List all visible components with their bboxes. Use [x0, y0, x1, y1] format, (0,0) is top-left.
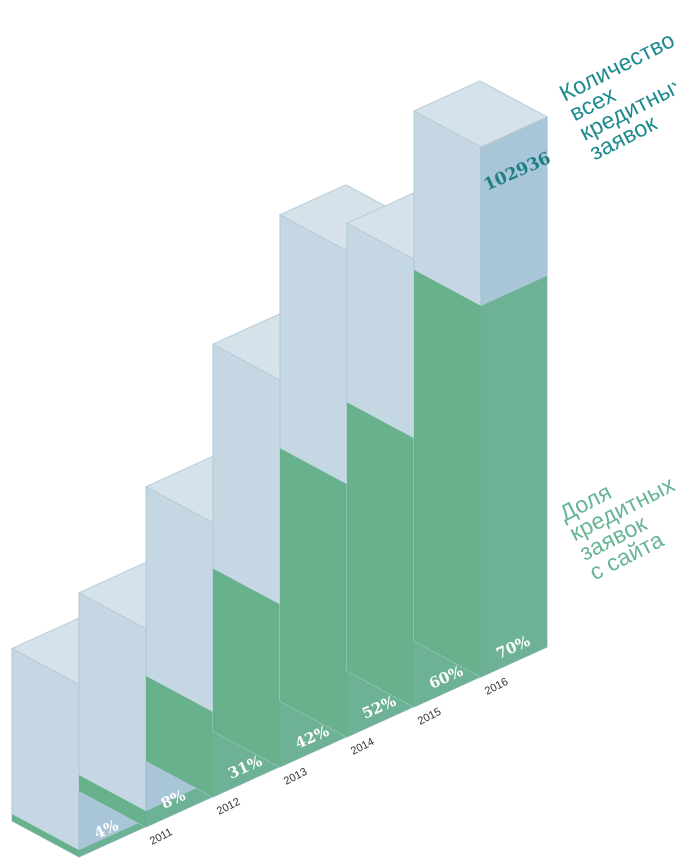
share-front-2016 — [414, 269, 481, 677]
share-side-2011 — [146, 781, 212, 827]
share-front-2010 — [12, 814, 79, 857]
year-label-2013: 2013 — [282, 766, 309, 788]
share-side-2016 — [481, 275, 547, 677]
share-front-2012 — [146, 676, 213, 797]
year-label-2015: 2015 — [416, 706, 443, 728]
year-label-2011: 2011 — [148, 826, 175, 847]
share-side-2010 — [79, 820, 145, 857]
share-front-2015 — [347, 402, 414, 707]
year-label-2016: 2016 — [483, 676, 510, 698]
year-label-2012: 2012 — [215, 796, 242, 818]
share-front-2011 — [79, 775, 146, 827]
share-front-2013 — [213, 568, 280, 767]
bar-top-2016 — [412, 80, 549, 148]
year-label-2014: 2014 — [349, 736, 376, 758]
share-front-2014 — [280, 448, 347, 737]
